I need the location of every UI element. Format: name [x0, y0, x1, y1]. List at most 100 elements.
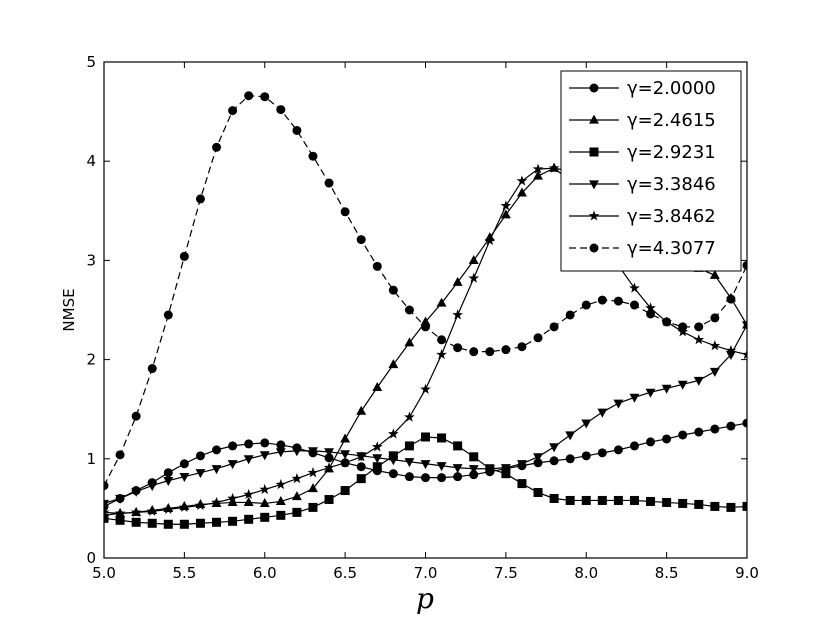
- series-2-point: [259, 498, 270, 508]
- series-4-point: [597, 408, 608, 418]
- series-3-point: [469, 452, 479, 462]
- x-tick-label: 5.5: [172, 564, 196, 582]
- series-4-point: [533, 453, 543, 463]
- series-1-point: [629, 441, 639, 451]
- series-3: [104, 432, 747, 529]
- series-5-point: [404, 411, 415, 422]
- series-6-point: [131, 411, 141, 421]
- series-1-point: [742, 418, 747, 428]
- legend-entry: γ=3.3846: [569, 174, 716, 195]
- series-5-point: [227, 492, 238, 504]
- series-6-point: [678, 322, 688, 332]
- series-2-point: [356, 405, 367, 415]
- series-5: [104, 162, 747, 518]
- series-2-point: [500, 209, 511, 219]
- series-6-point: [533, 333, 543, 343]
- x-tick-label: 8.5: [655, 564, 679, 582]
- series-5-point: [468, 272, 480, 283]
- legend-entry: γ=2.9231: [569, 142, 716, 163]
- series-3-point: [646, 496, 656, 506]
- legend-label: γ=3.8462: [627, 206, 716, 227]
- y-tick-label: 5: [86, 53, 96, 71]
- series-4-point: [549, 443, 560, 453]
- series-3-point: [565, 495, 575, 505]
- series-1-point: [388, 469, 398, 479]
- series-1-point: [469, 470, 479, 480]
- series-4-point: [613, 399, 624, 409]
- series-6-point: [163, 310, 173, 320]
- series-1-point: [662, 434, 672, 444]
- series-1-point: [453, 472, 463, 482]
- series-6-point: [469, 347, 479, 357]
- y-axis-title: NMSE: [60, 288, 78, 331]
- series-3-point: [437, 433, 447, 443]
- series-5-point: [114, 507, 126, 518]
- series-3-point: [662, 497, 672, 507]
- series-4-point: [115, 494, 126, 504]
- series-6-point: [597, 295, 607, 305]
- series-6-point: [228, 106, 238, 116]
- series-3-point: [147, 518, 157, 528]
- legend-entry: γ=3.8462: [569, 206, 716, 227]
- legend-marker: [589, 147, 599, 157]
- series-3-point: [115, 515, 125, 525]
- series-2-point: [243, 497, 254, 507]
- x-tick-label: 8.0: [574, 564, 598, 582]
- series-2-point: [291, 491, 302, 501]
- series-5-point: [323, 462, 335, 473]
- series-3-point: [726, 502, 736, 512]
- series-3-point: [629, 495, 639, 505]
- legend-label: γ=3.3846: [627, 174, 716, 195]
- series-3-point: [710, 501, 720, 511]
- series-1-point: [549, 456, 559, 466]
- series-4-point: [372, 454, 383, 464]
- series-3-point: [131, 517, 141, 527]
- series-4-point: [661, 384, 672, 394]
- series-3-point: [372, 462, 382, 472]
- series-2-point: [227, 497, 238, 507]
- series-1-point: [646, 437, 656, 447]
- series-4-point: [629, 393, 640, 403]
- series-1-point: [533, 458, 543, 468]
- series-1-point: [581, 451, 591, 461]
- series-6-point: [147, 364, 157, 374]
- series-6-point: [244, 91, 254, 101]
- series-5-point: [355, 451, 367, 462]
- series-2-point: [533, 170, 543, 180]
- series-4-point: [517, 460, 527, 470]
- legend-label: γ=2.4615: [627, 110, 716, 131]
- series-4-point: [565, 431, 576, 441]
- legend-entry: γ=4.3077: [569, 238, 716, 259]
- legend-entry: γ=2.4615: [569, 110, 716, 131]
- x-tick-label: 7.0: [414, 564, 438, 582]
- series-1-point: [437, 473, 447, 483]
- series-5-point: [516, 175, 528, 186]
- legend: γ=2.0000 γ=2.4615 γ=2.9231 γ=3.3846 γ=3.8462…: [560, 70, 742, 272]
- series-6-point: [212, 142, 222, 152]
- series-1-point: [678, 430, 688, 440]
- legend-label: γ=4.3077: [627, 238, 716, 259]
- series-2-point: [372, 381, 383, 391]
- series-4-point: [581, 419, 592, 429]
- series-4-point: [104, 499, 109, 509]
- series-4-point: [677, 380, 688, 390]
- series-4-point: [452, 464, 463, 474]
- series-3-point: [694, 499, 704, 509]
- series-6-point: [308, 151, 318, 161]
- legend-marker: [589, 180, 599, 190]
- series-6-point: [324, 178, 334, 188]
- series-5-point: [709, 340, 721, 351]
- series-4-point: [243, 455, 254, 465]
- y-tick-label: 4: [86, 152, 96, 170]
- x-tick-label: 5.0: [92, 564, 116, 582]
- series-6-point: [356, 235, 366, 245]
- series-5-point: [259, 483, 271, 495]
- series-2-point: [340, 433, 351, 443]
- series-4: [104, 321, 747, 509]
- series-4-point: [131, 487, 142, 497]
- legend-marker: [589, 114, 599, 124]
- y-tick-label: 2: [86, 351, 96, 369]
- series-5-point: [339, 457, 351, 468]
- series-3-point: [163, 519, 173, 529]
- series-6-point: [421, 322, 430, 332]
